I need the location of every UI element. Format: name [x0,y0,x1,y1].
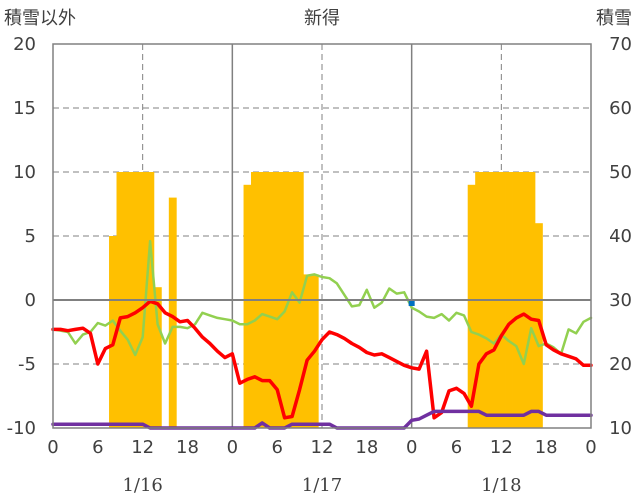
x-tick-label: 0 [585,437,596,458]
plot-border [52,43,592,429]
y-right-tick-label: 30 [609,290,632,311]
y-left-tick-label: 5 [25,226,36,247]
x-tick-label: 18 [535,437,558,458]
y-right-tick-label: 40 [609,226,632,247]
y-right-tick-label: 20 [609,354,632,375]
date-label: 1/16 [122,475,162,496]
x-tick-label: 18 [355,437,378,458]
series-line-2 [51,299,593,420]
y-right-tick-label: 10 [609,418,632,439]
y-right-tick-label: 60 [609,98,632,119]
data-marker [408,300,415,306]
x-tick-label: 12 [131,437,154,458]
snow-bar [467,184,476,428]
chart-title: 新得 [304,8,340,29]
x-tick-label: 6 [451,437,462,458]
snow-bar [243,184,252,428]
y-left-tick-label: 15 [13,98,36,119]
y-left-tick-label: 0 [25,290,36,311]
x-tick-label: 12 [490,437,513,458]
date-label: 1/18 [481,475,521,496]
x-tick-label: 6 [92,437,103,458]
x-tick-label: 0 [406,437,417,458]
x-tick-label: 0 [227,437,238,458]
snow-bar [153,287,162,428]
y-left-tick-label: -5 [18,354,36,375]
y-right-title: 積雪 [596,8,632,29]
date-label: 1/17 [302,475,342,496]
line-series [51,239,593,430]
snow-bar [303,274,312,428]
snow-bar [168,197,177,428]
snow-bar [109,236,117,428]
x-tick-label: 18 [176,437,199,458]
x-tick-label: 6 [271,437,282,458]
series-line-3 [51,409,593,430]
plot-frame [52,43,592,429]
x-tick-label: 12 [311,437,334,458]
y-left-tick-label: 20 [13,34,36,55]
y-left-title: 積雪以外 [4,8,76,29]
y-right-tick-label: 70 [609,34,632,55]
x-tick-label: 0 [47,437,58,458]
y-left-tick-label: -10 [7,418,36,439]
y-left-tick-label: 10 [13,162,36,183]
y-right-tick-label: 50 [609,162,632,183]
